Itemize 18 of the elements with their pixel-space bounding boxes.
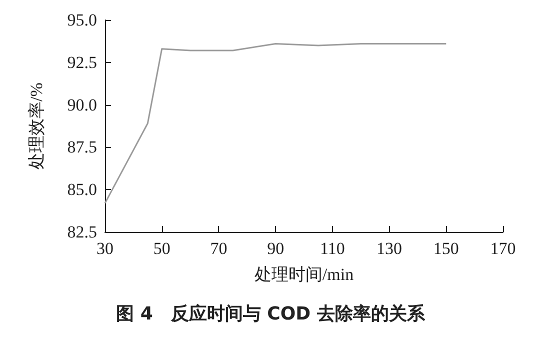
x-axis-title: 处理时间/min <box>254 265 354 284</box>
x-tick-label: 70 <box>210 239 228 258</box>
y-tick-label: 95.0 <box>67 10 97 30</box>
x-tick-label: 30 <box>96 239 114 258</box>
y-axis-title: 处理效率/% <box>27 82 46 170</box>
x-tick-label: 150 <box>433 239 459 258</box>
y-tick-label: 85.0 <box>67 180 97 200</box>
x-tick-label: 90 <box>267 239 284 258</box>
x-tick-label: 170 <box>490 239 516 258</box>
y-tick-label: 87.5 <box>67 138 97 157</box>
y-tick-label: 92.5 <box>67 52 97 72</box>
y-tick-label: 90.0 <box>67 95 97 114</box>
x-tick-label: 110 <box>320 239 345 258</box>
caption: 图 4 反应时间与 COD 去除率的关系 <box>116 304 426 324</box>
y-tick-label: 82.5 <box>67 222 97 242</box>
x-tick-label: 130 <box>376 239 402 258</box>
x-tick-label: 50 <box>153 239 170 258</box>
line-series <box>104 42 447 204</box>
